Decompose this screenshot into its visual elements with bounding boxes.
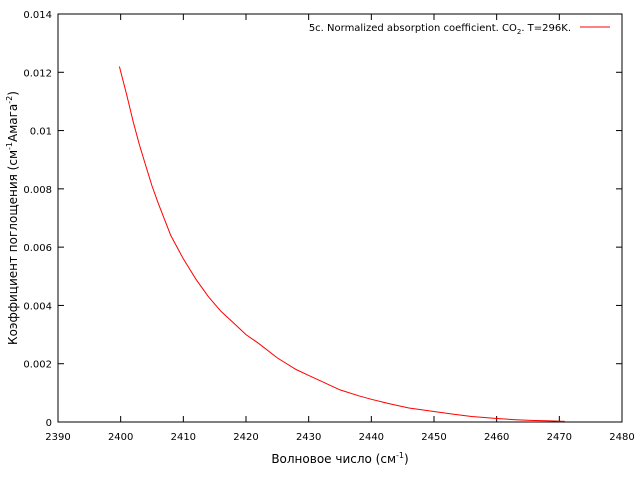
y-tick-label: 0.002	[23, 360, 52, 371]
plot-frame	[57, 13, 623, 423]
y-tick-label: 0.006	[23, 243, 52, 254]
legend: 5c. Normalized absorption coefficient. C…	[309, 23, 610, 36]
y-tick-label: 0.014	[23, 10, 52, 21]
x-tick-label: 2460	[484, 432, 509, 443]
y-axis-title: Коэффициент поглощения (см-1Амага-2)	[5, 91, 20, 345]
x-tick-label: 2470	[547, 432, 572, 443]
x-tick-label: 2430	[296, 432, 321, 443]
x-tick-label: 2480	[609, 432, 634, 443]
y-tick-label: 0.012	[23, 68, 52, 79]
x-tick-label: 2450	[421, 432, 446, 443]
x-tick-label: 2390	[45, 432, 70, 443]
y-axis: 0 0.002 0.004 0.006 0.008 0.01 0.012 0.014	[23, 10, 622, 429]
y-tick-label: 0	[46, 418, 52, 429]
x-axis: 2390 2400 2410 2420 2430 2440 2450 2460 2470 2480	[45, 14, 635, 443]
series-line-co2	[118, 66, 566, 422]
y-tick-label: 0.01	[30, 127, 52, 138]
x-tick-label: 2410	[171, 432, 196, 443]
x-tick-label: 2420	[233, 432, 258, 443]
x-axis-title: Волновое число (см-1)	[271, 451, 408, 466]
legend-label: 5c. Normalized absorption coefficient. C…	[309, 23, 571, 36]
y-tick-label: 0.008	[23, 185, 52, 196]
x-tick-label: 2440	[359, 432, 384, 443]
x-tick-label: 2400	[108, 432, 133, 443]
y-tick-label: 0.004	[23, 301, 52, 312]
